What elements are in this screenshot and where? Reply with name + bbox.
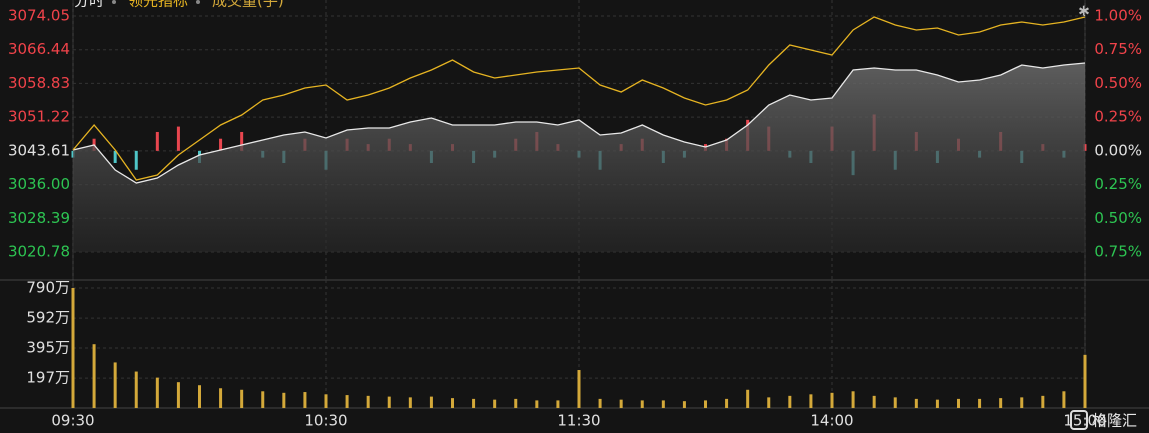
- bar: [176, 382, 180, 408]
- y2-tick-label: 0.75%: [1094, 40, 1142, 58]
- bar: [640, 400, 644, 408]
- bar: [219, 388, 223, 408]
- logo: 格隆汇: [1070, 410, 1137, 430]
- bar: [366, 395, 370, 408]
- legend-dot: [196, 0, 200, 4]
- bar: [261, 391, 265, 408]
- bar: [303, 392, 307, 408]
- bar: [1020, 397, 1024, 408]
- y-tick-label: 3058.83: [8, 74, 70, 92]
- settings-icon[interactable]: ✱: [1078, 4, 1090, 20]
- y-tick-label: 3051.22: [8, 108, 70, 126]
- bar: [746, 389, 750, 408]
- bar: [282, 392, 286, 408]
- bar: [408, 397, 412, 408]
- bar: [240, 389, 244, 408]
- legend-dot: [112, 0, 116, 4]
- y-tick-label: 3036.00: [8, 175, 70, 193]
- bar: [978, 398, 982, 408]
- y-tick-label: 3043.61: [8, 141, 70, 159]
- y2-tick-label: 0.00%: [1094, 141, 1142, 159]
- bar: [345, 395, 349, 408]
- bar: [240, 131, 244, 151]
- y2-tick-label: 0.25%: [1094, 108, 1142, 126]
- bar: [155, 131, 159, 151]
- bar: [387, 396, 391, 408]
- bar: [493, 399, 497, 408]
- y-tick-label: 395万: [26, 339, 70, 357]
- bar: [914, 398, 918, 408]
- bar: [1083, 354, 1087, 408]
- y-tick-label: 3020.78: [8, 243, 70, 261]
- bar: [725, 398, 729, 408]
- legend-entry: 分时: [74, 0, 104, 10]
- x-tick-label: 14:00: [810, 412, 853, 430]
- bar: [134, 150, 138, 170]
- legend-entry: 成交量(手): [212, 0, 284, 10]
- bar: [324, 394, 328, 408]
- bar: [851, 391, 855, 408]
- x-tick-label: 09:30: [51, 412, 94, 430]
- y-tick-label: 3028.39: [8, 209, 70, 227]
- bar: [619, 399, 623, 408]
- bar: [999, 398, 1003, 408]
- y2-tick-label: 0.75%: [1094, 243, 1142, 261]
- bar: [176, 126, 180, 151]
- bar: [893, 397, 897, 408]
- bar: [535, 400, 539, 408]
- line: [72, 16, 1086, 181]
- y2-tick-label: 0.50%: [1094, 74, 1142, 92]
- y-tick-label: 3074.05: [8, 7, 70, 25]
- bar: [113, 150, 117, 163]
- y2-tick-label: 0.25%: [1094, 175, 1142, 193]
- bar: [92, 344, 96, 408]
- x-tick-label: 15:00: [1063, 412, 1106, 430]
- y2-tick-label: 1.00%: [1094, 7, 1142, 25]
- bar: [872, 395, 876, 408]
- x-tick-label: 10:30: [304, 412, 347, 430]
- y2-tick-label: 0.50%: [1094, 209, 1142, 227]
- bar: [198, 385, 201, 408]
- x-tick-label: 11:30: [557, 412, 600, 430]
- bar: [155, 377, 159, 408]
- bar: [767, 397, 771, 408]
- price-area: [73, 63, 1085, 252]
- bar: [514, 398, 518, 408]
- bar: [957, 398, 960, 408]
- bar: [71, 288, 75, 408]
- watermark: 格隆汇: [1092, 412, 1137, 430]
- bar: [134, 371, 138, 408]
- y-tick-label: 3066.44: [8, 40, 70, 58]
- bar: [661, 400, 665, 408]
- y-tick-label: 790万: [26, 279, 70, 297]
- bar: [809, 394, 813, 408]
- bar: [704, 400, 707, 408]
- bar: [219, 138, 223, 151]
- legend-entry: 领先指标: [128, 0, 188, 10]
- y-tick-label: 592万: [26, 309, 70, 327]
- bar: [1041, 395, 1045, 408]
- bar: [935, 399, 939, 408]
- bar: [682, 401, 686, 408]
- y-tick-label: 197万: [26, 369, 70, 387]
- bar: [429, 396, 433, 408]
- bar: [830, 392, 834, 408]
- line: [72, 62, 1086, 184]
- bar: [556, 400, 560, 408]
- bar: [788, 395, 792, 408]
- bar: [113, 362, 117, 408]
- bar: [598, 398, 602, 408]
- bar: [577, 370, 581, 408]
- bar: [451, 398, 454, 408]
- bar: [1062, 391, 1066, 408]
- bar: [472, 398, 476, 408]
